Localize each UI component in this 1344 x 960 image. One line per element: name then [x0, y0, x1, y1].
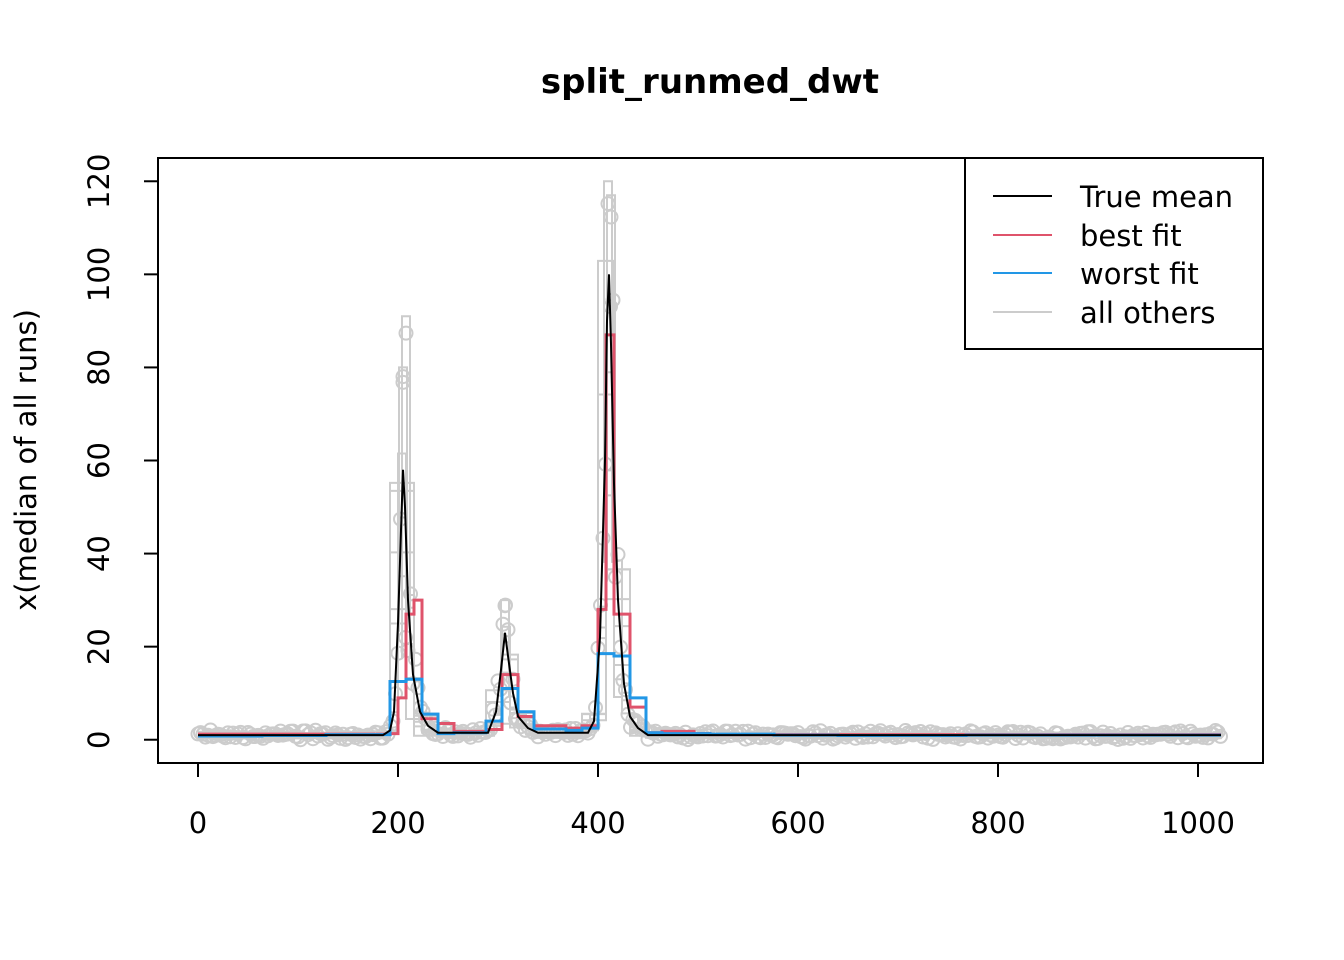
- observation-point-peak: [603, 209, 619, 225]
- observation-point-peak: [600, 196, 616, 212]
- observation-point-peak: [398, 325, 414, 341]
- observation-point: [953, 731, 968, 747]
- legend: True mean best fit worst fit all others: [964, 157, 1264, 350]
- observation-point: [610, 547, 626, 562]
- other-run-line: [198, 452, 1224, 740]
- legend-box: [964, 157, 1264, 350]
- fit-series: [198, 274, 1221, 738]
- chart-title: split_runmed_dwt: [541, 62, 879, 102]
- observation-point: [395, 369, 411, 385]
- observation-point: [888, 730, 903, 746]
- observation-point: [460, 726, 476, 742]
- y-tick-label: 80: [82, 349, 116, 386]
- x-tick-label: 400: [570, 806, 625, 840]
- x-tick-label: 1000: [1161, 806, 1235, 840]
- observation-point: [1195, 729, 1211, 745]
- other-run-line: [198, 481, 1221, 740]
- y-tick-label: 40: [82, 535, 116, 572]
- y-tick-label: 20: [82, 628, 116, 665]
- y-tick-label: 100: [82, 247, 116, 302]
- x-tick-label: 600: [770, 806, 825, 840]
- y-tick-label: 60: [82, 442, 116, 479]
- observation-point: [1183, 723, 1198, 739]
- observation-point: [602, 143, 615, 156]
- x-tick-label: 0: [189, 806, 207, 840]
- other-run-peak: [398, 366, 408, 632]
- other-run-line: [198, 371, 1225, 740]
- legend-label-best-fit: best fit: [1080, 219, 1182, 253]
- other-run-line: [198, 393, 1224, 740]
- observation-point: [813, 723, 828, 739]
- observation-point: [403, 586, 418, 602]
- legend-label-worst-fit: worst fit: [1080, 257, 1199, 291]
- y-axis-label: x(median of all runs): [9, 309, 43, 611]
- observation-point: [1170, 730, 1186, 746]
- y-tick-label: 120: [82, 154, 116, 209]
- plot-frame: [157, 157, 1264, 764]
- observation-point: [400, 643, 416, 658]
- observation-point-peak: [497, 598, 513, 614]
- observation-point: [1023, 725, 1038, 741]
- x-tick-label: 800: [970, 806, 1025, 840]
- series-true-mean: [198, 274, 1221, 737]
- series-best-fit: [198, 333, 1221, 737]
- x-tick-label: 200: [370, 806, 425, 840]
- legend-label-all-others: all others: [1080, 296, 1215, 330]
- legend-label-true-mean: True mean: [1079, 180, 1233, 214]
- other-run-line: [198, 494, 1224, 740]
- observation-point-peak: [395, 374, 411, 390]
- other-run-line: [198, 551, 1221, 740]
- observation-point: [500, 622, 516, 638]
- other-run-line: [198, 489, 1221, 740]
- observation-point: [410, 680, 426, 696]
- y-tick-label: 0: [82, 731, 116, 749]
- series-worst-fit: [198, 652, 1221, 738]
- observation-point: [605, 292, 621, 308]
